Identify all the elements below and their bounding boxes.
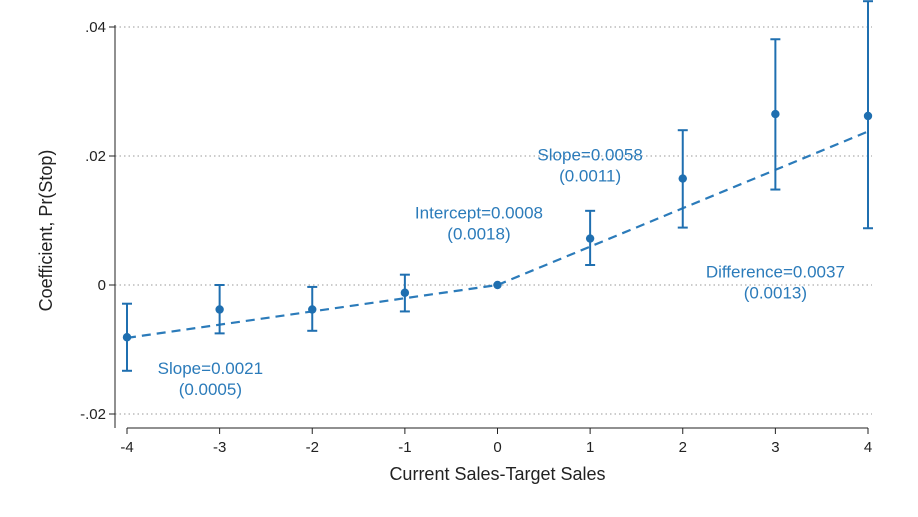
annotation: Slope=0.0021 (0.0005) — [158, 359, 263, 399]
data-point — [122, 333, 132, 342]
x-tick-label: 1 — [586, 439, 594, 456]
annotation-line: (0.0013) — [744, 283, 807, 302]
y-tick-label: .02 — [85, 148, 106, 165]
annotation: Intercept=0.0008 (0.0018) — [415, 204, 543, 244]
x-tick-label: 3 — [771, 439, 779, 456]
annotation-line: (0.0011) — [559, 167, 621, 186]
annotation: Slope=0.0058 (0.0011) — [537, 146, 642, 186]
ticks: -.02 0 .02 .04 -4 -3 -2 -1 0 1 2 3 4 — [80, 19, 872, 456]
annotation-line: Intercept=0.0008 — [415, 204, 543, 223]
x-tick-label: -4 — [120, 439, 133, 456]
x-tick-label: 0 — [493, 439, 501, 456]
data-point — [678, 174, 687, 183]
x-axis-title: Current Sales-Target Sales — [389, 464, 605, 484]
x-tick-label: -3 — [213, 439, 226, 456]
x-tick-label: 2 — [679, 439, 687, 456]
data-point — [585, 234, 595, 243]
y-tick-label: .04 — [85, 19, 106, 36]
data-point — [308, 305, 317, 314]
annotation-line: (0.0018) — [447, 225, 510, 244]
error-bars — [122, 0, 873, 372]
annotation: Difference=0.0037 (0.0013) — [706, 262, 845, 302]
data-points — [122, 109, 873, 342]
annotation-line: Slope=0.0058 — [537, 146, 642, 165]
y-tick-label: -.02 — [80, 406, 106, 423]
data-point — [493, 280, 502, 290]
annotation-line: Slope=0.0021 — [158, 359, 263, 378]
data-point — [215, 305, 224, 314]
annotation-line: (0.0005) — [179, 380, 242, 399]
x-tick-label: -1 — [398, 439, 411, 456]
y-axis-title: Coefficient, Pr(Stop) — [36, 150, 56, 312]
x-tick-label: -2 — [306, 439, 319, 456]
data-point — [863, 111, 873, 121]
annotation-line: Difference=0.0037 — [706, 262, 845, 281]
data-point — [400, 288, 410, 297]
x-tick-label: 4 — [864, 439, 872, 456]
gridlines — [115, 26, 872, 415]
y-tick-label: 0 — [98, 277, 106, 294]
data-point — [771, 109, 780, 119]
annotations: Slope=0.0021 (0.0005) Intercept=0.0008 (0.0… — [158, 146, 845, 399]
